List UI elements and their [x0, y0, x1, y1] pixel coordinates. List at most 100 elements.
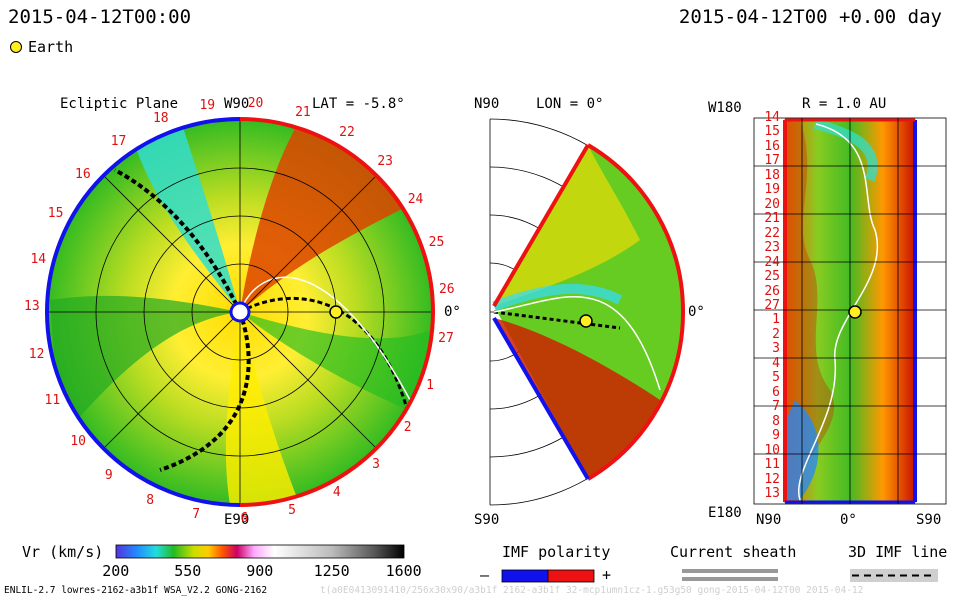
velocity-colorbar [115, 544, 405, 559]
ecliptic-imf-line [239, 276, 411, 401]
imf-polarity-positive [547, 569, 595, 583]
radial-imf-line [797, 123, 878, 501]
ecliptic-slow-stream [130, 119, 240, 312]
radial-y-tick: 19 [764, 182, 780, 198]
colorbar-label: Vr (km/s) [22, 543, 104, 561]
ecliptic-sheath-2 [159, 311, 251, 472]
meridional-axis-bottom: S90 [474, 512, 500, 528]
carrington-tick: 10 [70, 433, 86, 449]
ecliptic-boundary-red-3 [239, 385, 420, 507]
ecliptic-boundary-red [239, 117, 435, 313]
carrington-tick: 4 [332, 484, 341, 500]
radial-y-tick: 27 [764, 298, 780, 313]
ecliptic-latitude: LAT = -5.8° [312, 96, 405, 112]
radial-y-tick: 22 [764, 225, 780, 241]
radial-y-tick: 20 [764, 196, 780, 212]
meridional-sheath [493, 310, 621, 330]
earth-legend: Earth [10, 38, 73, 56]
carrington-tick: 23 [377, 154, 393, 170]
meridional-axis-top: N90 [474, 96, 500, 112]
meridional-imf-line [493, 296, 661, 391]
current-sheath-line-1 [682, 569, 778, 573]
carrington-tick: 26 [438, 282, 455, 298]
carrington-tick: 6 [240, 510, 249, 526]
colorbar-tick: 200 [102, 562, 130, 580]
radial-y-tick: 10 [764, 442, 780, 458]
radial-y-tick: 8 [772, 413, 780, 429]
colorbar-tick: 1250 [313, 562, 350, 580]
radial-x-right: S90 [916, 512, 942, 528]
meridional-edge-north [492, 143, 590, 308]
current-sheath-title: Current sheath [670, 543, 797, 561]
radial-y-tick: 2 [772, 326, 780, 342]
carrington-tick: 11 [44, 393, 61, 409]
radial-y-tick: 7 [772, 399, 780, 415]
meridional-title: LON = 0° [536, 96, 604, 112]
meridional-yellow-region [494, 145, 640, 306]
carrington-tick: 15 [47, 206, 64, 222]
carrington-tick: 7 [192, 507, 201, 523]
carrington-tick: 19 [199, 97, 216, 113]
meridional-slow-band [492, 283, 623, 311]
radial-y-tick: 11 [764, 457, 780, 473]
meridional-edge-south [492, 316, 590, 481]
footer-model-info: ENLIL-2.7 lowres-2162-a3b1f WSA_V2.2 GON… [4, 585, 268, 596]
imf-3d-title: 3D IMF line [848, 543, 948, 561]
carrington-tick: 14 [30, 251, 47, 267]
colorbar-tick: 1600 [385, 562, 422, 580]
colorbar-tick: 550 [174, 562, 202, 580]
imf-polarity-title: IMF polarity [502, 543, 611, 561]
meridional-panel [489, 118, 686, 506]
ecliptic-boundary-blue [44, 117, 241, 507]
ecliptic-axis-bottom: E90 [224, 512, 250, 528]
radial-y-tick: 16 [764, 138, 780, 154]
carrington-tick: 17 [110, 134, 127, 150]
meridional-axis-right: 0° [688, 304, 705, 320]
carrington-tick: 13 [24, 299, 40, 315]
imf-polarity-plus: + [602, 566, 612, 584]
colorbar-tick: 900 [246, 562, 274, 580]
carrington-tick: 18 [152, 110, 169, 126]
radial-y-tick: 14 [764, 110, 780, 125]
ecliptic-yellow-region [225, 312, 300, 505]
sun-marker [229, 301, 251, 323]
radial-y-tick: 13 [764, 486, 780, 501]
radial-axis-bottom-left: E180 [708, 505, 742, 521]
radial-y-tick: 25 [764, 269, 780, 285]
current-sheath-line-2 [682, 577, 778, 581]
radial-y-tick: 9 [772, 428, 780, 444]
radial-y-tick: 12 [764, 471, 780, 487]
radial-panel [753, 117, 947, 505]
radial-y-tick: 3 [772, 341, 780, 357]
radial-y-tick: 17 [764, 153, 780, 169]
radial-title: R = 1.0 AU [802, 96, 887, 112]
timestamp-left: 2015-04-12T00:00 [8, 6, 192, 28]
imf-polarity-minus: – [480, 566, 490, 584]
ecliptic-axis-right: 0° [444, 304, 461, 320]
radial-y-tick: 18 [764, 167, 780, 183]
carrington-tick: 12 [28, 347, 45, 363]
ecliptic-panel [44, 117, 435, 507]
earth-marker-ecliptic [329, 305, 343, 319]
radial-y-tick: 15 [764, 124, 780, 140]
carrington-tick: 5 [288, 503, 296, 519]
ecliptic-green-region-right [240, 312, 433, 420]
carrington-tick: 20 [247, 95, 264, 111]
ecliptic-sheath-1 [114, 168, 242, 313]
timestamp-right: 2015-04-12T00 +0.00 day [678, 6, 942, 28]
radial-y-tick: 1 [772, 312, 780, 328]
earth-marker-radial [848, 305, 862, 319]
carrington-tick: 16 [75, 166, 91, 182]
radial-y-tick: 21 [764, 211, 780, 227]
carrington-tick: 24 [407, 191, 424, 207]
earth-legend-label: Earth [28, 38, 74, 56]
radial-y-tick: 24 [764, 254, 780, 270]
carrington-tick: 8 [146, 492, 155, 508]
radial-axis-top-left: W180 [708, 100, 742, 116]
carrington-tick: 22 [339, 124, 355, 140]
ecliptic-axis-top: W90 [224, 96, 250, 112]
carrington-tick: 9 [104, 467, 113, 483]
ecliptic-title: Ecliptic Plane [60, 96, 179, 112]
earth-marker-meridional [579, 314, 593, 328]
carrington-tick: 21 [295, 104, 311, 120]
